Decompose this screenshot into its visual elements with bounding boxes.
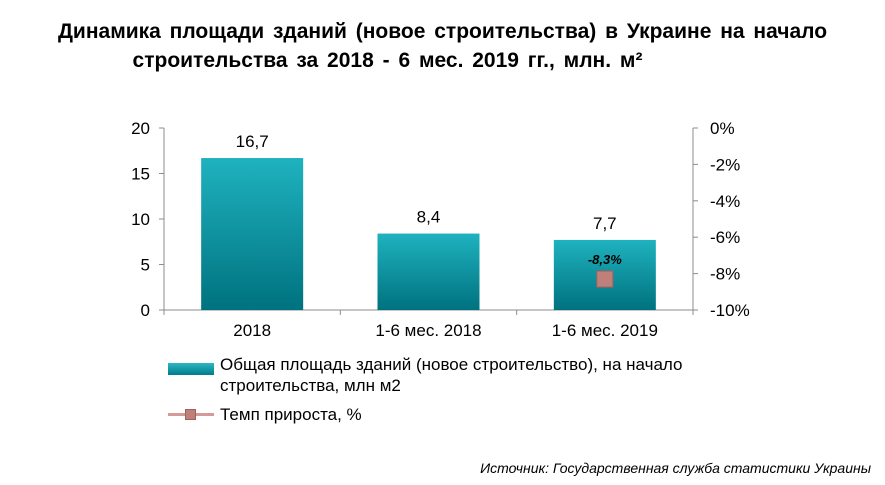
legend-line-label: Темп прироста, %	[220, 405, 362, 424]
chart-legend: Общая площадь зданий (новое строительств…	[168, 354, 728, 433]
growth-data-label: -8,3%	[588, 252, 622, 267]
x-tick-label: 1-6 мес. 2018	[375, 321, 481, 340]
chart-title-line-1: Динамика площади зданий (новое строитель…	[57, 20, 828, 43]
growth-marker	[596, 270, 614, 288]
legend-bar-label: Общая площадь зданий (новое строительств…	[220, 355, 683, 395]
y-left-tick-label: 0	[141, 301, 150, 320]
y-right-tick-label: -8%	[710, 265, 740, 284]
y-left-tick-label: 5	[141, 256, 150, 275]
y-right-tick-label: 0%	[710, 119, 735, 138]
bar-data-label: 16,7	[236, 132, 269, 151]
y-right-tick-label: -4%	[710, 192, 740, 211]
bar-data-label: 8,4	[417, 208, 441, 227]
y-left-tick-label: 20	[131, 119, 150, 138]
bar	[201, 158, 304, 310]
legend-item-growth: Темп прироста, %	[168, 404, 728, 425]
y-right-tick-label: -6%	[710, 228, 740, 247]
bar	[377, 233, 480, 310]
chart-title: Динамика площади зданий (новое строитель…	[0, 17, 885, 75]
legend-item-bars: Общая площадь зданий (новое строительств…	[168, 354, 728, 396]
y-left-tick-label: 10	[131, 210, 150, 229]
bar-data-label: 7,7	[593, 214, 617, 233]
legend-line-swatch	[168, 408, 214, 422]
chart-title-line-2: строительства за 2018 - 6 мес. 2019 гг.,…	[132, 49, 643, 72]
y-left-tick-label: 15	[131, 165, 150, 184]
y-right-tick-label: -2%	[710, 155, 740, 174]
source-note: Источник: Государственная служба статист…	[480, 460, 871, 476]
x-tick-label: 2018	[233, 321, 271, 340]
x-tick-label: 1-6 мес. 2019	[552, 321, 658, 340]
y-right-tick-label: -10%	[710, 301, 750, 320]
legend-bar-swatch	[168, 363, 214, 375]
